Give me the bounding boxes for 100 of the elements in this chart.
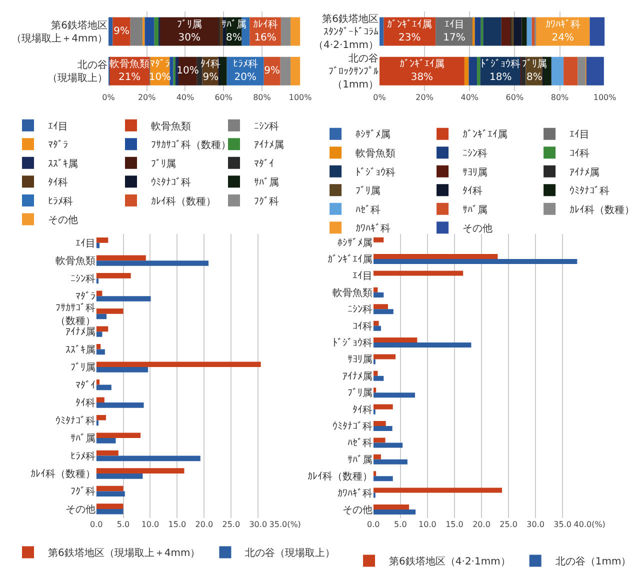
data-label: ﾌﾞﾘ属 8% bbox=[522, 58, 547, 84]
data-label: ﾀｲ科 9% bbox=[200, 58, 221, 84]
y-tick-label: ｻﾖﾘ属 bbox=[347, 354, 372, 366]
x-tick-label: 100% bbox=[288, 92, 312, 102]
x-tick-label: 15.0 bbox=[446, 520, 464, 529]
y-tick-label: ｻﾊﾞ属 bbox=[70, 432, 96, 445]
x-tick-label: 40% bbox=[460, 92, 479, 102]
y-tick-label: ｶﾚｲ科（数種） bbox=[30, 468, 96, 480]
y-tick-label: ﾀｲ科 bbox=[75, 397, 96, 410]
x-tick-label: 20% bbox=[416, 92, 434, 102]
data-label: ｻﾊﾞ属 8% bbox=[221, 18, 246, 44]
x-tick-label: 80% bbox=[550, 92, 570, 102]
x-tick-label: 40% bbox=[176, 92, 195, 102]
legend-label: ﾏﾀﾞｲ bbox=[254, 158, 274, 170]
data-label: ﾄﾞｼﾞｮｳ科 18% bbox=[480, 58, 521, 84]
y-tick-label: ﾄﾞｼﾞｮｳ科 bbox=[332, 337, 372, 350]
legend-label: ｺｲ科 bbox=[570, 147, 590, 160]
x-tick-label: 80% bbox=[253, 92, 272, 102]
legend-label: ﾌﾞﾘ属 bbox=[151, 158, 176, 170]
legend-label: その他 bbox=[462, 222, 493, 235]
legend-label: ｱｲﾅﾒ属 bbox=[570, 166, 600, 178]
x-tick-label: 20% bbox=[138, 92, 156, 102]
x-tick-label: 25.0 bbox=[222, 520, 240, 529]
y-tick-label: ｶﾞﾝｷﾞｴｲ属 bbox=[327, 254, 372, 266]
data-label: 10% bbox=[176, 66, 199, 77]
legend-label: 北の谷（現場取上） bbox=[245, 547, 336, 560]
y-tick-label: ｳﾐﾀﾅｺﾞ科 bbox=[332, 420, 372, 433]
y-tick-label: ｽｽﾞｷ属 bbox=[65, 344, 96, 356]
legend-label: 軟骨魚類 bbox=[151, 120, 191, 132]
y-tick-label: 軟骨魚類 bbox=[332, 286, 372, 299]
data-label: 9% bbox=[114, 26, 130, 37]
legend-label: 北の谷（1mm） bbox=[555, 556, 632, 568]
y-tick-label: ﾏﾀﾞﾗ bbox=[75, 290, 96, 303]
y-tick-label: ﾆｼﾝ科 bbox=[347, 304, 372, 316]
legend-label: 第6鉄塔地区（4·2·1mm） bbox=[389, 556, 510, 568]
y-tick-label: ﾀｲ科 bbox=[352, 404, 372, 416]
y-tick-label: ﾌﾞﾘ属 bbox=[70, 362, 96, 374]
legend-label: ﾌｻｶｻｺﾞ科（数種） bbox=[151, 139, 231, 152]
legend-label: ｶﾚｲ科（数種） bbox=[570, 204, 635, 216]
x-tick-label: 25.0 bbox=[500, 520, 518, 529]
y-tick-label: 第6鉄塔地区（現場取上＋4mm） bbox=[12, 20, 108, 44]
y-tick-label: ﾌﾞﾘ属 bbox=[347, 387, 372, 400]
legend-label: ｶﾚｲ科（数種） bbox=[151, 195, 216, 208]
y-tick-label: ｻﾊﾞ属 bbox=[347, 454, 372, 466]
data-label: ｴｲ目 17% bbox=[443, 18, 466, 44]
legend-label: ｱｲﾅﾒ属 bbox=[254, 139, 284, 152]
x-tick-label: 10.0 bbox=[418, 520, 436, 529]
x-tick-label: 20.0 bbox=[472, 520, 490, 529]
x-tick-label: 100% bbox=[593, 92, 617, 102]
data-label: 9% bbox=[264, 66, 280, 77]
x-tick-label: 5.0 bbox=[116, 520, 130, 529]
x-tick-label: 0% bbox=[373, 92, 386, 102]
y-tick-label: ｴｲ目 bbox=[75, 237, 96, 250]
x-tick-label: 5.0 bbox=[394, 520, 407, 529]
x-tick-label: 40.0(%) bbox=[574, 520, 606, 529]
x-tick-label: 35.0 bbox=[554, 520, 572, 529]
x-tick-label: 0.0 bbox=[90, 520, 103, 529]
y-tick-label: ｴｲ目 bbox=[352, 270, 372, 282]
legend-label: ｻﾊﾞ属 bbox=[254, 176, 279, 189]
legend-label: ｳﾐﾀﾅｺﾞ科 bbox=[570, 185, 610, 198]
data-label: ｶﾞﾝｷﾞｴｲ属 23% bbox=[387, 18, 432, 44]
y-tick-label: 第6鉄塔地区ｽﾀﾝﾀﾞｰﾄﾞｺﾗﾑ（4·2·1mm） bbox=[314, 13, 378, 51]
x-tick-label: 30.0 bbox=[249, 520, 268, 529]
x-tick-label: 20.0 bbox=[195, 520, 214, 529]
legend-label: ｳﾐﾀﾅｺﾞ科 bbox=[151, 176, 191, 189]
y-tick-label: ﾎｼｻﾞﾒ属 bbox=[337, 236, 372, 249]
y-tick-label: 北の谷（現場取上） bbox=[47, 59, 108, 84]
data-label: ｶﾞﾝｷﾞｴｲ属 38% bbox=[399, 58, 444, 84]
y-tick-label: ｱｲﾅﾒ属 bbox=[65, 326, 96, 338]
y-tick-label: 軟骨魚類 bbox=[55, 255, 96, 268]
x-tick-label: 35.0(%) bbox=[269, 520, 301, 529]
legend-label: ﾀｲ科 bbox=[462, 185, 483, 198]
legend-label: ﾆｼﾝ科 bbox=[462, 147, 488, 160]
x-tick-label: 0% bbox=[102, 92, 116, 102]
y-tick-label: ﾌｸﾞ科 bbox=[70, 486, 96, 498]
y-tick-label: 北の谷ﾌﾞﾛｯｸｻﾝﾌﾟﾙ（1mm） bbox=[328, 52, 378, 91]
data-label: ﾌﾞﾘ属 30% bbox=[176, 18, 202, 44]
x-tick-label: 60% bbox=[214, 92, 233, 102]
data-label: 軟骨魚類 21% bbox=[110, 58, 150, 84]
y-tick-label: その他 bbox=[342, 504, 372, 516]
y-tick-label: ｳﾐﾀﾅｺﾞ科 bbox=[55, 414, 96, 427]
x-tick-label: 60% bbox=[506, 92, 524, 102]
y-tick-label: ﾊｾﾞ科 bbox=[347, 437, 372, 450]
y-tick-label: ﾌｻｶｻｺﾞ科（数種） bbox=[55, 302, 96, 327]
y-tick-label: ｶﾚｲ科（数種） bbox=[307, 470, 372, 483]
legend-label: ﾌｸﾞ科 bbox=[254, 195, 279, 208]
data-label: ｶﾚｲ科 16% bbox=[252, 18, 278, 44]
x-tick-label: 10.0 bbox=[141, 520, 160, 529]
legend-label: ｶﾞﾝｷﾞｴｲ属 bbox=[462, 128, 508, 141]
y-tick-label: ﾋﾗﾒ科 bbox=[70, 450, 96, 462]
legend-label: ｻﾊﾞ属 bbox=[462, 204, 488, 216]
y-tick-label: ｺｲ科 bbox=[352, 320, 372, 332]
x-tick-label: 0.0 bbox=[367, 520, 380, 529]
legend-label: ﾆｼﾝ科 bbox=[254, 120, 279, 132]
data-label: ｶﾜﾊｷﾞ科 24% bbox=[545, 18, 580, 44]
x-tick-label: 15.0 bbox=[168, 520, 186, 529]
y-tick-label: ｶﾜﾊｷﾞ科 bbox=[337, 487, 372, 500]
data-label: ﾋﾗﾒ科 20% bbox=[232, 58, 258, 84]
legend-label: ｻﾖﾘ属 bbox=[462, 167, 488, 178]
y-tick-label: ﾏﾀﾞｲ bbox=[75, 379, 96, 392]
